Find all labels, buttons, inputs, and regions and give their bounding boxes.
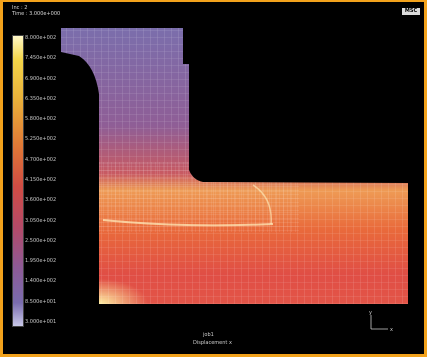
legend-tick-label: 7.450e+002 bbox=[25, 55, 57, 62]
legend-tick-label: 6.350e+002 bbox=[25, 95, 57, 102]
legend-tick-label: 5.800e+002 bbox=[25, 116, 57, 123]
legend-tick-label: 3.050e+002 bbox=[25, 217, 57, 224]
legend-tick-label: 1.400e+002 bbox=[25, 278, 57, 285]
triad-y-label: y bbox=[369, 310, 372, 316]
axis-triad-icon: y x bbox=[369, 310, 393, 333]
legend-tick-label: 4.150e+002 bbox=[25, 177, 57, 183]
legend-tick-label: 2.500e+002 bbox=[25, 237, 57, 244]
legend-ticks: 8.000e+002 7.450e+002 6.900e+002 6.350e+002… bbox=[25, 35, 65, 325]
legend-tick-label: 4.700e+002 bbox=[25, 156, 57, 163]
time-label: Time : 3.000e+000 bbox=[12, 11, 61, 17]
legend-tick-label: 6.900e+002 bbox=[25, 75, 57, 82]
viewport[interactable]: Inc : 2 Time : 3.000e+000 MSC 8.000e+002… bbox=[3, 2, 424, 354]
legend-tick-label: 1.950e+002 bbox=[25, 258, 57, 265]
mesh-plot[interactable] bbox=[3, 2, 424, 354]
legend-tick-label: 8.000e+002 bbox=[25, 35, 57, 41]
legend-tick-label: 8.500e+001 bbox=[25, 298, 57, 305]
variable-label: Displacement x bbox=[193, 340, 232, 346]
legend-tick-label: 3.000e+001 bbox=[25, 319, 57, 325]
msc-logo: MSC bbox=[402, 8, 420, 15]
mesh-body bbox=[61, 28, 408, 304]
color-legend-bar bbox=[12, 35, 24, 327]
legend-tick-label: 3.600e+002 bbox=[25, 197, 57, 204]
increment-label: Inc : 2 bbox=[12, 5, 28, 11]
job-label: job1 bbox=[203, 332, 214, 338]
triad-x-label: x bbox=[390, 327, 393, 333]
legend-tick-label: 5.250e+002 bbox=[25, 136, 57, 143]
